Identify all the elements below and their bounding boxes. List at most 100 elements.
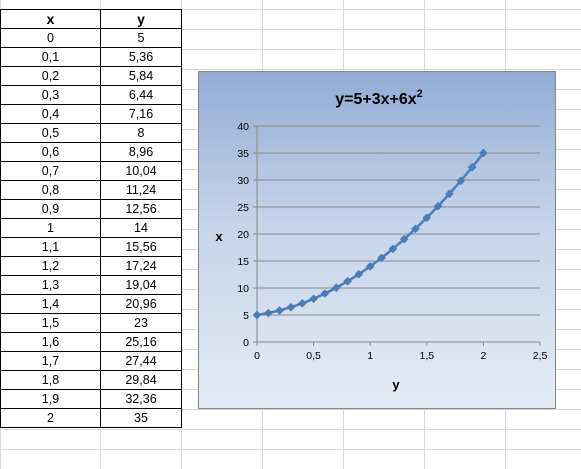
y-tick-label: 0 <box>243 337 249 349</box>
data-point-marker <box>445 189 454 199</box>
cell-x[interactable]: 0 <box>0 28 101 48</box>
cell-x[interactable]: 0,5 <box>0 123 101 143</box>
y-tick-label: 15 <box>237 256 249 268</box>
chart-area[interactable]: y=5+3x+6x2 x y 0 5 10 15 20 25 30 35 40 0 0,5 1 1,5 2… <box>198 71 556 409</box>
y-tick-label: 30 <box>237 175 249 187</box>
cell-x[interactable]: 0,4 <box>0 104 101 124</box>
plot-area[interactable]: 0 5 10 15 20 25 30 35 40 0 0,5 1 1,5 2 2,5 <box>237 121 547 362</box>
cell-y[interactable]: 15,56 <box>100 237 182 257</box>
table-row: 1,1 15,56 <box>0 237 182 257</box>
cell-x[interactable]: 1 <box>0 218 101 238</box>
table-header-row: x y <box>0 9 182 29</box>
cell-x[interactable]: 0,9 <box>0 199 101 219</box>
cell-y[interactable]: 5,84 <box>100 66 182 86</box>
data-point-marker <box>343 276 352 286</box>
sheet-row-line <box>0 449 581 450</box>
cell-y[interactable]: 7,16 <box>100 104 182 124</box>
header-x[interactable]: x <box>0 9 101 29</box>
data-point-marker <box>263 308 273 318</box>
table-row: 0,5 8 <box>0 123 182 143</box>
cell-y[interactable]: 27,44 <box>100 351 182 371</box>
table-row: 0,9 12,56 <box>0 199 182 219</box>
cell-y[interactable]: 5,36 <box>100 47 182 67</box>
cell-y[interactable]: 6,44 <box>100 85 182 105</box>
cell-y[interactable]: 17,24 <box>100 256 182 276</box>
data-point-marker <box>275 306 284 315</box>
header-y[interactable]: y <box>100 9 182 29</box>
table-row: 0,6 8,96 <box>0 142 182 162</box>
chart-title[interactable]: y=5+3x+6x2 <box>335 88 423 108</box>
y-tick-label: 25 <box>237 202 249 214</box>
sheet-row-line <box>0 409 581 410</box>
cell-y[interactable]: 20,96 <box>100 294 182 314</box>
table-row: 0,2 5,84 <box>0 66 182 86</box>
data-point-marker <box>252 310 262 320</box>
cell-x[interactable]: 1,8 <box>0 370 101 390</box>
table-row: 0,3 6,44 <box>0 85 182 105</box>
data-point-marker <box>354 269 364 279</box>
table-row: 0,8 11,24 <box>0 180 182 200</box>
x-tick-label: 0 <box>254 350 260 362</box>
data-point-marker <box>433 201 443 211</box>
cell-y[interactable]: 8,96 <box>100 142 182 162</box>
table-row: 1 14 <box>0 218 182 238</box>
cell-y[interactable]: 12,56 <box>100 199 182 219</box>
table-row: 1,3 19,04 <box>0 275 182 295</box>
cell-x[interactable]: 1,1 <box>0 237 101 257</box>
data-point-marker <box>456 176 466 186</box>
y-axis-title[interactable]: x <box>215 229 223 244</box>
cell-x[interactable]: 1,3 <box>0 275 101 295</box>
y-tick-label: 5 <box>243 310 249 322</box>
cell-x[interactable]: 0,3 <box>0 85 101 105</box>
data-point-marker <box>377 253 386 263</box>
cell-x[interactable]: 0,2 <box>0 66 101 86</box>
cell-x[interactable]: 1,5 <box>0 313 101 333</box>
data-point-marker <box>331 283 341 293</box>
table-row: 1,2 17,24 <box>0 256 182 276</box>
cell-y[interactable]: 29,84 <box>100 370 182 390</box>
cell-y[interactable]: 14 <box>100 218 182 238</box>
cell-y[interactable]: 11,24 <box>100 180 182 200</box>
cell-x[interactable]: 0,7 <box>0 161 101 181</box>
cell-y[interactable]: 10,04 <box>100 161 182 181</box>
x-tick-label: 0,5 <box>306 350 321 362</box>
data-point-marker <box>320 289 330 298</box>
table-row: 0,1 5,36 <box>0 47 182 67</box>
cell-x[interactable]: 1,6 <box>0 332 101 352</box>
cell-x[interactable]: 0,8 <box>0 180 101 200</box>
sheet-row-line <box>0 429 581 430</box>
data-point-marker <box>388 244 398 254</box>
chart-title-text: y=5+3x+6x <box>335 91 417 108</box>
y-tick-label: 20 <box>237 229 249 241</box>
y-tick-label: 35 <box>237 148 249 160</box>
x-axis-title[interactable]: y <box>392 377 400 392</box>
x-tick-label: 1,5 <box>419 350 434 362</box>
data-point-marker <box>297 298 307 308</box>
cell-y[interactable]: 35 <box>100 408 182 428</box>
table-row: 0,4 7,16 <box>0 104 182 124</box>
cell-y[interactable]: 19,04 <box>100 275 182 295</box>
cell-x[interactable]: 1,9 <box>0 389 101 409</box>
cell-y[interactable]: 32,36 <box>100 389 182 409</box>
data-point-marker <box>365 262 375 271</box>
cell-y[interactable]: 25,16 <box>100 332 182 352</box>
cell-x[interactable]: 1,4 <box>0 294 101 314</box>
data-point-marker <box>399 234 409 244</box>
cell-x[interactable]: 1,7 <box>0 351 101 371</box>
y-tick-label: 10 <box>237 283 249 295</box>
cell-x[interactable]: 2 <box>0 408 101 428</box>
cell-y[interactable]: 23 <box>100 313 182 333</box>
x-tick-label: 1 <box>367 350 373 362</box>
cell-x[interactable]: 0,1 <box>0 47 101 67</box>
table-row: 1,9 32,36 <box>0 389 182 409</box>
cell-y[interactable]: 5 <box>100 28 182 48</box>
cell-y[interactable]: 8 <box>100 123 182 143</box>
cell-x[interactable]: 1,2 <box>0 256 101 276</box>
table-row: 1,5 23 <box>0 313 182 333</box>
cell-x[interactable]: 0,6 <box>0 142 101 162</box>
data-point-marker <box>467 162 477 172</box>
table-row: 0,7 10,04 <box>0 161 182 181</box>
data-point-marker <box>309 294 318 304</box>
